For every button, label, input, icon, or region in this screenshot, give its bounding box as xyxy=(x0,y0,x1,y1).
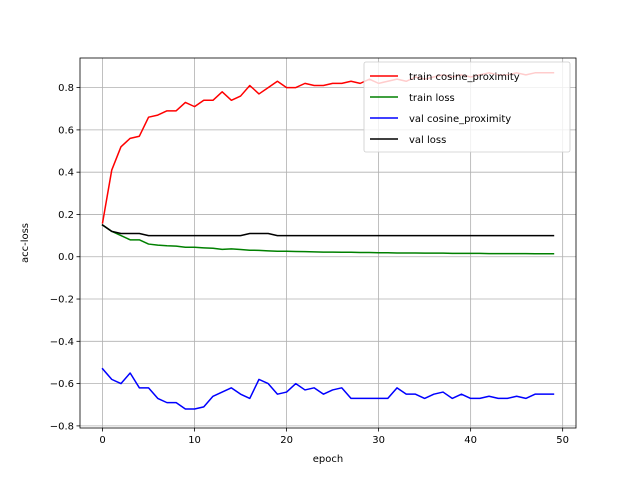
y-tick-label: −0.4 xyxy=(50,337,74,348)
legend-label: train cosine_proximity xyxy=(409,72,520,83)
x-tick-label: 30 xyxy=(372,435,385,446)
y-tick-label: 0.2 xyxy=(58,210,74,221)
series-line-2 xyxy=(101,223,555,255)
y-tick-label: 0.4 xyxy=(58,168,74,179)
series-line-3 xyxy=(101,367,555,410)
plot-frame xyxy=(79,57,577,429)
x-axis-label: epoch xyxy=(313,454,343,465)
legend-label: val cosine_proximity xyxy=(409,114,511,125)
y-tick-label: 0.6 xyxy=(58,125,74,136)
series-line-4 xyxy=(101,223,555,237)
legend-box xyxy=(363,61,571,153)
x-tick-label: 0 xyxy=(99,435,105,446)
x-tick-label: 20 xyxy=(280,435,293,446)
x-axis: 0 10 20 30 40 50 xyxy=(99,428,569,446)
y-tick-label: 0.8 xyxy=(58,83,74,94)
y-axis: −0.8 −0.6 −0.4 −0.2 0.0 0.2 0.4 0.6 0.8 xyxy=(50,83,80,432)
legend-label: val loss xyxy=(409,135,446,146)
x-tick-label: 40 xyxy=(464,435,477,446)
y-axis-label: acc-loss xyxy=(20,223,31,263)
x-tick-label: 50 xyxy=(556,435,569,446)
y-tick-label: −0.6 xyxy=(50,379,74,390)
y-tick-label: −0.8 xyxy=(50,421,74,432)
y-tick-label: 0.0 xyxy=(58,252,74,263)
legend-label: train loss xyxy=(409,93,455,104)
y-tick-label: −0.2 xyxy=(50,295,74,306)
x-tick-label: 10 xyxy=(188,435,201,446)
